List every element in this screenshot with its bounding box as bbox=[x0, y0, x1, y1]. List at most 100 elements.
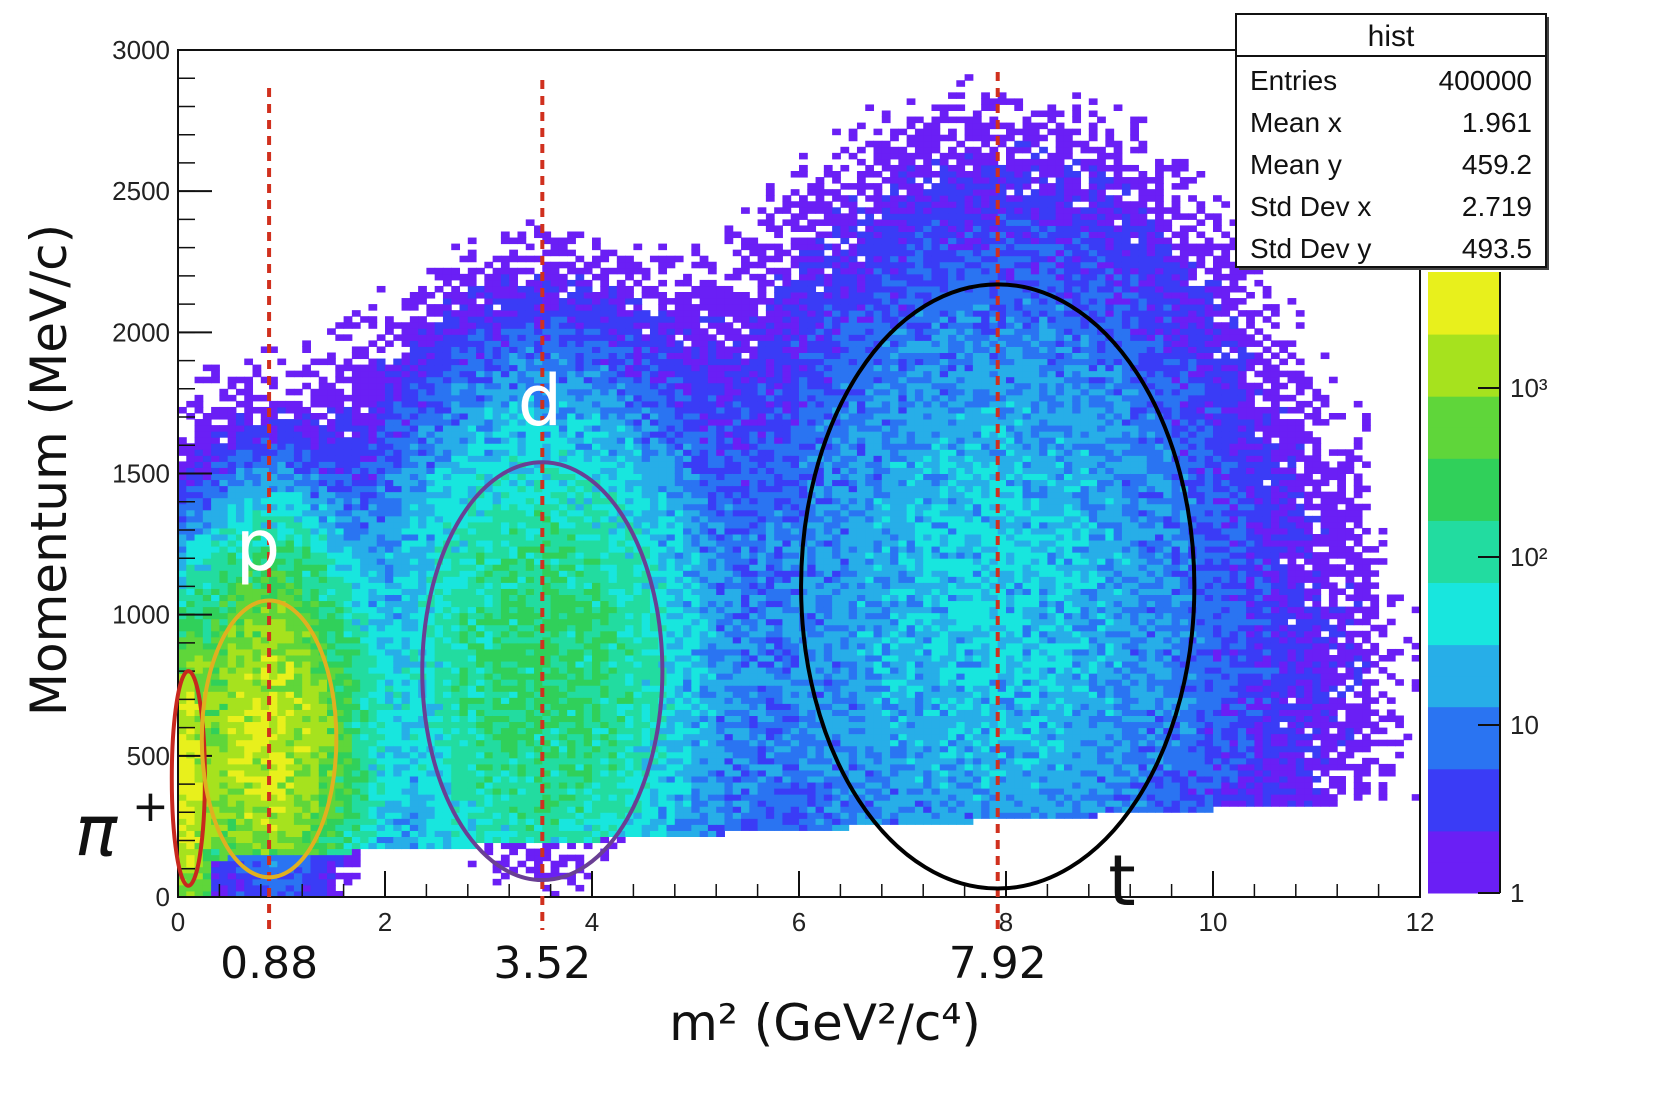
heatmap-bin bbox=[202, 437, 212, 444]
heatmap-bin bbox=[509, 352, 518, 360]
heatmap-bin bbox=[608, 812, 618, 819]
heatmap-bin bbox=[302, 564, 311, 571]
heatmap-bin bbox=[542, 818, 552, 825]
heatmap-bin bbox=[360, 842, 369, 850]
heatmap-bin bbox=[293, 667, 303, 674]
heatmap-bin bbox=[318, 872, 328, 880]
heatmap-bin bbox=[426, 292, 436, 299]
heatmap-bin bbox=[459, 316, 469, 323]
heatmap-bin bbox=[368, 425, 378, 432]
heatmap-bin bbox=[211, 763, 220, 771]
heatmap-bin bbox=[335, 400, 345, 408]
heatmap-bin bbox=[616, 515, 626, 523]
heatmap-bin bbox=[442, 419, 452, 426]
heatmap-bin bbox=[534, 642, 543, 650]
heatmap-bin bbox=[583, 461, 593, 468]
heatmap-bin bbox=[492, 782, 502, 789]
heatmap-bin bbox=[625, 661, 634, 668]
heatmap-bin bbox=[426, 413, 436, 420]
heatmap-bin bbox=[202, 425, 212, 432]
heatmap-bin bbox=[393, 636, 403, 644]
heatmap-bin bbox=[335, 836, 345, 844]
heatmap-bin bbox=[558, 443, 568, 450]
heatmap-bin bbox=[509, 866, 518, 874]
heatmap-bin bbox=[517, 382, 527, 390]
heatmap-bin bbox=[302, 661, 311, 668]
heatmap-bin bbox=[219, 739, 229, 747]
heatmap-bin bbox=[500, 370, 510, 378]
heatmap-bin bbox=[376, 413, 386, 420]
heatmap-bin bbox=[194, 443, 204, 450]
heatmap-bin bbox=[525, 776, 535, 783]
heatmap-bin bbox=[186, 703, 196, 710]
heatmap-bin bbox=[285, 570, 295, 577]
heatmap-bin bbox=[401, 715, 411, 723]
heatmap-bin bbox=[244, 703, 254, 710]
heatmap-bin bbox=[219, 794, 229, 801]
heatmap-bin bbox=[442, 279, 452, 287]
heatmap-bin bbox=[550, 298, 560, 305]
heatmap-bin bbox=[492, 497, 502, 505]
heatmap-bin bbox=[343, 588, 353, 595]
heatmap-bin bbox=[492, 776, 502, 783]
heatmap-bin bbox=[343, 854, 353, 862]
heatmap-bin bbox=[227, 630, 237, 638]
heatmap-bin bbox=[492, 479, 502, 487]
heatmap-bin bbox=[302, 503, 311, 511]
heatmap-bin bbox=[335, 570, 345, 577]
heatmap-bin bbox=[467, 394, 477, 402]
heatmap-bin bbox=[542, 763, 552, 771]
heatmap-bin bbox=[310, 679, 320, 686]
heatmap-bin bbox=[500, 534, 510, 541]
heatmap-bin bbox=[500, 751, 510, 759]
heatmap-bin bbox=[252, 794, 262, 801]
heatmap-bin bbox=[360, 769, 369, 777]
heatmap-bin bbox=[244, 515, 254, 523]
heatmap-bin bbox=[509, 304, 518, 311]
heatmap-bin bbox=[227, 648, 237, 656]
heatmap-bin bbox=[409, 673, 419, 680]
heatmap-bin bbox=[269, 485, 278, 493]
heatmap-bin bbox=[517, 824, 527, 831]
heatmap-bin bbox=[219, 540, 229, 547]
heatmap-bin bbox=[178, 782, 187, 789]
heatmap-bin bbox=[327, 673, 336, 680]
heatmap-bin bbox=[467, 292, 477, 299]
heatmap-bin bbox=[534, 727, 543, 735]
heatmap-bin bbox=[293, 594, 303, 602]
heatmap-bin bbox=[186, 636, 196, 644]
heatmap-bin bbox=[509, 503, 518, 511]
heatmap-bin bbox=[293, 709, 303, 716]
heatmap-bin bbox=[260, 794, 270, 801]
heatmap-bin bbox=[285, 769, 295, 777]
heatmap-bin bbox=[509, 606, 518, 614]
heatmap-bin bbox=[608, 285, 618, 293]
heatmap-bin bbox=[409, 782, 419, 789]
heatmap-bin bbox=[616, 703, 626, 710]
heatmap-bin bbox=[219, 546, 229, 553]
heatmap-bin bbox=[434, 763, 444, 771]
heatmap-bin bbox=[567, 546, 576, 553]
heatmap-bin bbox=[426, 310, 436, 317]
heatmap-bin bbox=[235, 503, 245, 511]
heatmap-bin bbox=[567, 449, 576, 456]
heatmap-bin bbox=[385, 751, 394, 759]
heatmap-bin bbox=[484, 818, 494, 825]
heatmap-bin bbox=[467, 437, 477, 444]
heatmap-bin bbox=[277, 661, 287, 668]
heatmap-bin bbox=[484, 455, 494, 462]
heatmap-bin bbox=[616, 618, 626, 626]
heatmap-bin bbox=[575, 588, 585, 595]
heatmap-bin bbox=[608, 642, 618, 650]
heatmap-bin bbox=[401, 552, 411, 559]
heatmap-bin bbox=[476, 546, 485, 553]
heatmap-bin bbox=[575, 697, 585, 704]
heatmap-bin bbox=[202, 667, 212, 674]
heatmap-bin bbox=[202, 818, 212, 825]
heatmap-bin bbox=[277, 564, 287, 571]
heatmap-bin bbox=[227, 461, 237, 468]
heatmap-bin bbox=[235, 655, 245, 662]
heatmap-bin bbox=[434, 836, 444, 844]
heatmap-bin bbox=[608, 316, 618, 323]
heatmap-bin bbox=[376, 648, 386, 656]
